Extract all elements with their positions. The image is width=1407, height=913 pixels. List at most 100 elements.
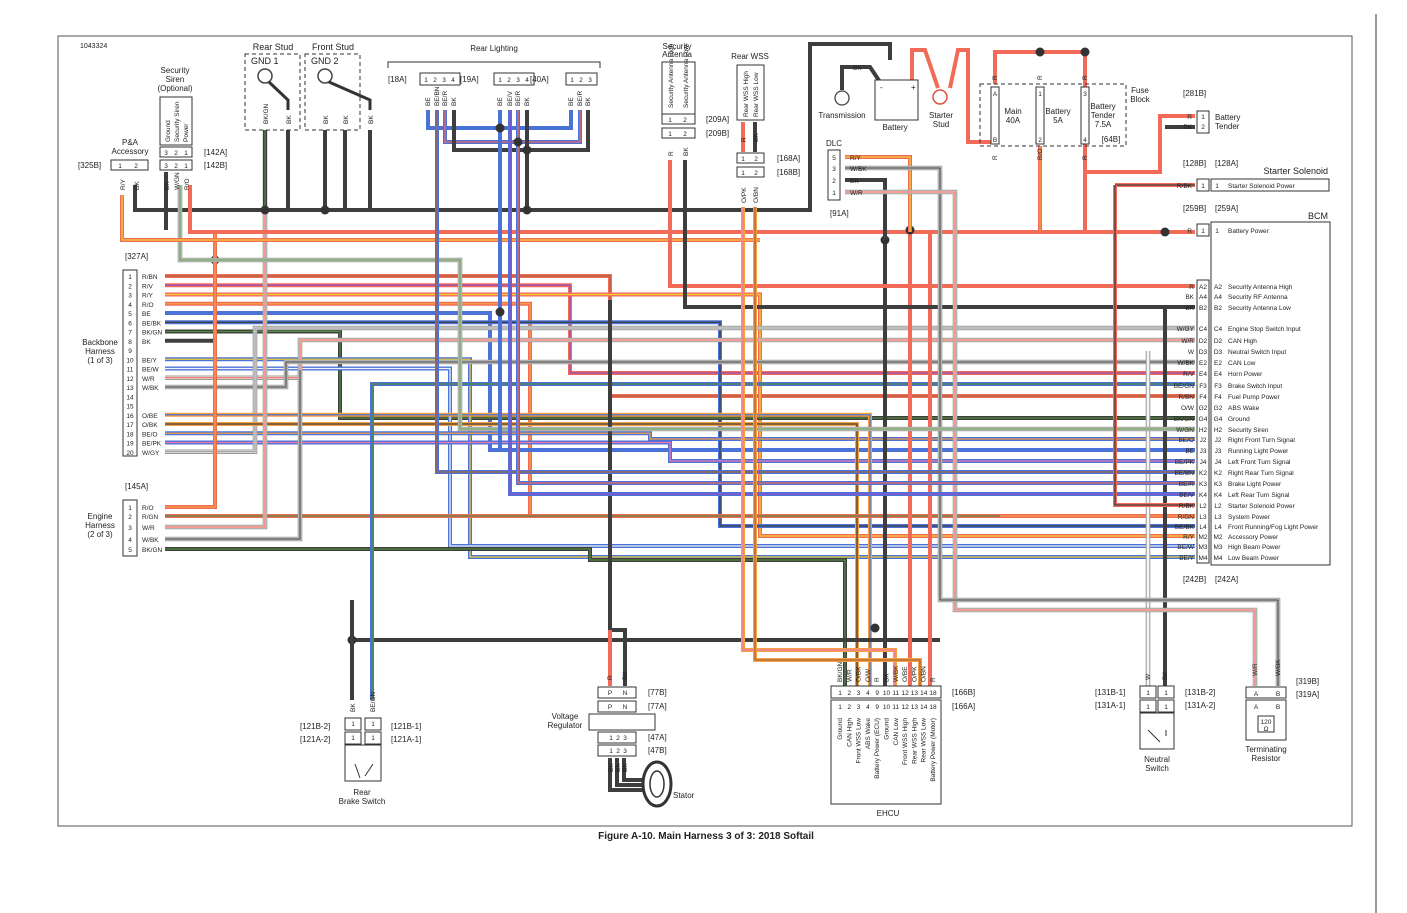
- pin-number: 1: [741, 170, 745, 177]
- can-high: [952, 340, 1258, 686]
- pin-number: 2: [134, 163, 138, 170]
- security-siren-pin-function: Power: [183, 123, 190, 142]
- bcm-pin-a: G4: [1214, 416, 1223, 423]
- switch-icon: [1147, 729, 1167, 743]
- bcm-wire-label: BK/GN: [1174, 416, 1195, 423]
- splice-dot: [522, 205, 532, 215]
- connector-142a: [159, 146, 193, 158]
- connector-168a: [736, 152, 765, 164]
- pin-number: 2: [683, 117, 687, 124]
- connector-47b: [597, 744, 637, 757]
- wire-label: R: [1187, 228, 1192, 235]
- backbone-pin-number: 6: [128, 320, 132, 327]
- connector-209b: [661, 127, 696, 139]
- rear-lighting-wire-stripe: [444, 110, 581, 143]
- bcm-pin-b: G4: [1199, 416, 1208, 423]
- battery-tender-title: Tender: [1215, 122, 1240, 131]
- starter-stud-title: Starter: [929, 111, 953, 120]
- bcm-pin-b: K3: [1199, 481, 1207, 488]
- engine-wire: [165, 370, 303, 542]
- voltage-regulator-title: Regulator: [548, 721, 583, 730]
- security-siren-pin-function: Security Siren: [174, 101, 181, 142]
- connector-121a-2: [344, 731, 362, 745]
- bcm-pin-a: D3: [1214, 349, 1223, 356]
- connector-id: [209B]: [706, 129, 729, 138]
- connector-id: [168A]: [777, 154, 800, 163]
- fuse-name: Battery: [1090, 102, 1115, 111]
- backbone-wire-stripe: [165, 339, 1195, 379]
- rear_stud-outline: [244, 53, 301, 131]
- pin-number: 1: [668, 117, 672, 124]
- rear-wss-wire: [753, 207, 922, 686]
- pin-number: P: [608, 704, 612, 711]
- connector-131a-1: [1139, 699, 1157, 713]
- transmission-title: Transmission: [818, 111, 865, 120]
- front_stud-title: Front Stud: [312, 42, 354, 52]
- rear-wss-wire-label: R: [741, 137, 748, 142]
- backbone-pin-wire-label: R/Y: [142, 293, 154, 300]
- backbone-pin-wire-label: R/O: [142, 302, 154, 309]
- can-high-stripe: [954, 340, 1256, 686]
- bcm-pin-b: M4: [1198, 555, 1207, 562]
- pin-number: 1: [424, 77, 428, 84]
- diagram-frame: [57, 35, 1353, 827]
- ehcu-wire-label: R: [874, 677, 881, 682]
- security-siren-pin-function: Ground: [165, 120, 172, 142]
- neutral-switch-wire-label: BK: [1162, 671, 1169, 680]
- bcm-pin-a: C4: [1214, 326, 1223, 333]
- connector-id: [128A]: [1215, 159, 1238, 168]
- neutral-switch-wire-label: W: [1145, 673, 1152, 680]
- splice-dot: [513, 137, 523, 147]
- backbone-pin-number: 7: [128, 330, 132, 337]
- rear-lighting-wire: [452, 110, 590, 152]
- bcm-pin-b: E4: [1199, 371, 1207, 378]
- splice-dot: [1080, 47, 1090, 57]
- ehcu-pin-a: 3: [857, 704, 861, 711]
- ring-terminal-icon: [317, 68, 333, 84]
- bcm-wire-label: R/BN: [1178, 394, 1194, 401]
- starter-stud-title: Stud: [933, 120, 949, 129]
- can-high-core: [953, 340, 1257, 686]
- pin-number: 3: [164, 163, 168, 170]
- bcm-wire-label: BE/BN: [1174, 470, 1194, 477]
- bcm-pin-function: CAN Low: [1228, 360, 1256, 367]
- wire-label: R/BK: [1177, 183, 1193, 190]
- backbone-connector-id: [327A]: [125, 252, 148, 261]
- engine-pin-number: 1: [128, 505, 132, 512]
- backbone-pin-wire-label: BE: [142, 311, 151, 318]
- wire-label: R: [1037, 75, 1044, 80]
- backbone-pin-wire-label: O/BE: [142, 413, 158, 420]
- backbone-connector: [122, 269, 138, 457]
- front_stud-gnd-label: GND 2: [311, 56, 339, 66]
- ehcu-pin-function: Front WSS Low: [856, 718, 863, 764]
- backbone-pin-number: 4: [128, 302, 132, 309]
- bcm-pin-a: A2: [1214, 284, 1222, 291]
- backbone-pin-number: 8: [128, 339, 132, 346]
- rear_stud-title: Rear Stud: [253, 42, 294, 52]
- rear-wss-wire-label: BK: [753, 133, 760, 142]
- pin-number: 1: [118, 163, 122, 170]
- connector-id: [319A]: [1296, 690, 1319, 699]
- rear-lighting-connector: [419, 72, 461, 86]
- rear-lighting-wire-label: BE/R: [515, 91, 522, 106]
- terminating-resistor-title: Resistor: [1251, 754, 1281, 763]
- rear_stud-wire-label: BK: [286, 115, 293, 124]
- rear-lighting-wire-label: BK: [585, 97, 592, 106]
- bcm-wire-label: BE/W: [1177, 544, 1194, 551]
- stator-title: Stator: [673, 791, 695, 800]
- ehcu-pin-b: 1: [838, 690, 842, 697]
- pa-wire-label: R/Y: [120, 179, 127, 191]
- pin-number: 5: [832, 155, 836, 162]
- engine-wire-stripe: [165, 230, 216, 508]
- fuse-terminal: 1: [1038, 91, 1042, 98]
- engine-pin-wire-label: W/BK: [142, 537, 159, 544]
- rear-wss-wire-label: O/BN: [753, 187, 760, 203]
- engine-pin-number: 3: [128, 525, 132, 532]
- bcm-wire-label: BE/GN: [1174, 383, 1195, 390]
- accessory-wire-stripe: [121, 195, 760, 241]
- backbone-pin-wire-label: BE/O: [142, 431, 158, 438]
- dlc-wire-label: W/R: [850, 190, 863, 197]
- abs-wire-stripe: [165, 414, 871, 686]
- pin-number: P: [608, 690, 612, 697]
